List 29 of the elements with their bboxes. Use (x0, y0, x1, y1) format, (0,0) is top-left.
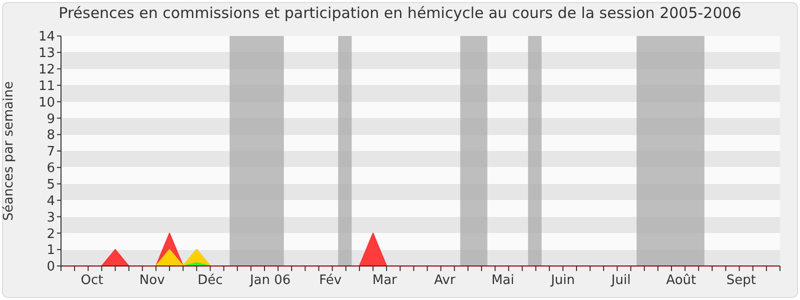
x-tick-label: Juil (610, 273, 631, 288)
y-tick-label: 6 (46, 161, 55, 176)
x-tick-label: Mai (491, 273, 514, 288)
x-tick-label: Nov (139, 273, 166, 288)
chart-title: Présences en commissions et participation en hémicycle au cours de la session 2005-2006 (58, 4, 742, 22)
y-tick-label: 8 (46, 128, 55, 144)
x-tick-label: Déc (198, 273, 223, 288)
x-tick-label: Avr (434, 273, 456, 288)
x-tick-label: Mar (372, 273, 398, 288)
y-axis-title: Séances par semaine (2, 81, 17, 221)
y-tick-label: 0 (46, 260, 55, 275)
x-tick-label: Jan 06 (248, 273, 291, 288)
x-tick-label: Oct (80, 273, 104, 288)
x-tick-label: Juin (550, 273, 575, 288)
y-tick-label: 9 (46, 112, 55, 127)
y-tick-label: 13 (38, 46, 55, 62)
x-tick-label: Sept (726, 273, 756, 288)
y-tick-label: 12 (38, 62, 55, 78)
y-tick-label: 4 (46, 194, 55, 209)
y-tick-label: 1 (46, 243, 55, 258)
y-tick-label: 11 (38, 78, 55, 94)
y-tick-label: 10 (38, 95, 55, 110)
y-tick-label: 7 (46, 144, 55, 160)
y-tick-label: 3 (46, 210, 55, 226)
x-tick-label: Fév (319, 273, 342, 288)
y-tick-label: 5 (46, 177, 55, 192)
y-tick-label: 14 (38, 30, 55, 45)
x-tick-label: Août (666, 273, 696, 288)
y-tick-label: 2 (46, 226, 55, 242)
